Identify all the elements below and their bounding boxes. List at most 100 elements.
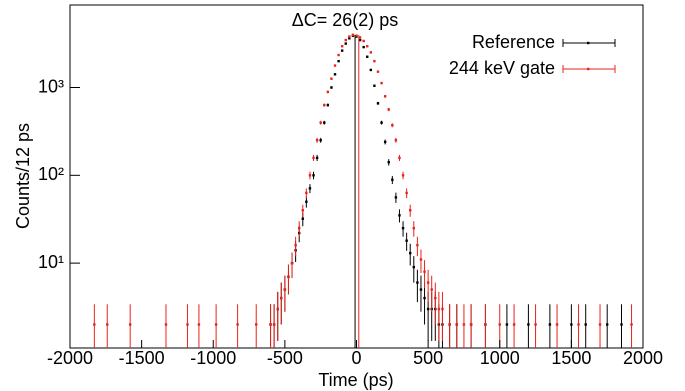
- y-tick-label: 10³: [38, 76, 64, 96]
- data-point: [280, 296, 283, 300]
- data-point: [326, 103, 330, 107]
- data-point: [276, 307, 279, 311]
- data-point: [312, 156, 315, 160]
- data-point: [398, 156, 401, 160]
- data-point: [434, 296, 437, 300]
- data-point: [315, 156, 319, 160]
- data-point: [298, 226, 301, 230]
- data-point: [441, 307, 444, 311]
- data-point: [387, 108, 390, 111]
- data-point: [570, 323, 573, 326]
- data-point: [186, 323, 189, 326]
- data-point: [340, 49, 344, 52]
- data-point: [409, 251, 412, 255]
- data-point: [344, 42, 347, 45]
- data-point: [315, 139, 319, 142]
- data-point: [358, 38, 362, 42]
- data-point: [283, 288, 287, 291]
- data-point: [577, 323, 580, 326]
- legend-label: 244 keV gate: [449, 58, 555, 78]
- data-point: [369, 68, 373, 72]
- data-point: [330, 77, 333, 80]
- data-point: [391, 178, 394, 181]
- x-tick-label: -1500: [119, 348, 165, 368]
- x-tick-label: -500: [267, 348, 303, 368]
- data-point: [301, 217, 304, 220]
- data-point: [128, 323, 132, 326]
- x-tick-label: -2000: [47, 348, 93, 368]
- data-point: [455, 323, 458, 326]
- data-point: [351, 33, 355, 37]
- legend-label: Reference: [472, 32, 555, 52]
- data-point: [164, 323, 168, 326]
- data-point: [620, 323, 623, 326]
- data-point: [423, 296, 426, 300]
- data-point: [369, 51, 373, 54]
- legend-swatch-dot: [587, 67, 590, 71]
- data-point: [548, 323, 552, 326]
- data-point: [312, 174, 315, 177]
- data-point: [383, 95, 387, 98]
- data-point: [423, 270, 426, 273]
- data-point: [93, 323, 96, 326]
- x-tick-label: -1000: [190, 348, 236, 368]
- data-point: [308, 187, 312, 190]
- data-point: [319, 121, 322, 124]
- data-point: [106, 323, 109, 326]
- x-tick-label: 1500: [551, 348, 591, 368]
- data-point: [344, 38, 347, 42]
- data-point: [269, 323, 272, 326]
- data-point: [394, 196, 398, 199]
- data-point: [527, 323, 530, 326]
- data-point: [323, 121, 326, 124]
- data-point: [405, 239, 408, 242]
- data-point: [376, 70, 380, 73]
- data-point: [287, 275, 290, 278]
- data-point: [430, 288, 433, 291]
- data-point: [605, 323, 609, 326]
- data-point: [380, 121, 383, 124]
- data-point: [355, 34, 358, 37]
- data-point: [337, 59, 340, 63]
- data-point: [380, 81, 383, 85]
- data-point: [401, 174, 405, 177]
- data-point: [630, 323, 633, 326]
- data-point: [419, 288, 423, 291]
- data-point: [426, 307, 430, 311]
- marks: [93, 33, 633, 348]
- data-point: [362, 45, 365, 49]
- data-point: [512, 323, 516, 326]
- data-point: [373, 84, 376, 87]
- data-point: [340, 45, 344, 48]
- data-point: [272, 323, 276, 326]
- data-point: [391, 124, 394, 127]
- data-point: [405, 191, 408, 195]
- data-point: [376, 102, 380, 105]
- data-point: [197, 323, 201, 326]
- data-point: [301, 209, 304, 212]
- x-axis-label: Time (ps): [318, 370, 393, 390]
- data-point: [416, 281, 419, 284]
- data-point: [294, 243, 297, 247]
- data-point: [555, 323, 559, 326]
- data-point: [214, 323, 218, 326]
- data-point: [333, 73, 337, 76]
- data-point: [326, 90, 330, 94]
- y-tick-label: 10²: [38, 164, 64, 184]
- data-point: [366, 45, 369, 48]
- data-point: [366, 55, 369, 58]
- annotation: ΔC= 26(2) ps: [292, 10, 399, 30]
- data-point: [348, 37, 351, 40]
- data-point: [505, 323, 509, 326]
- data-point: [305, 191, 308, 195]
- data-point: [319, 139, 322, 142]
- data-point: [398, 214, 401, 217]
- data-point: [305, 200, 308, 203]
- data-point: [412, 265, 415, 269]
- data-point: [337, 53, 340, 57]
- legend-swatch-dot: [587, 41, 590, 45]
- data-point: [394, 139, 398, 142]
- data-point: [426, 281, 430, 284]
- data-point: [387, 161, 390, 164]
- data-point: [308, 174, 312, 177]
